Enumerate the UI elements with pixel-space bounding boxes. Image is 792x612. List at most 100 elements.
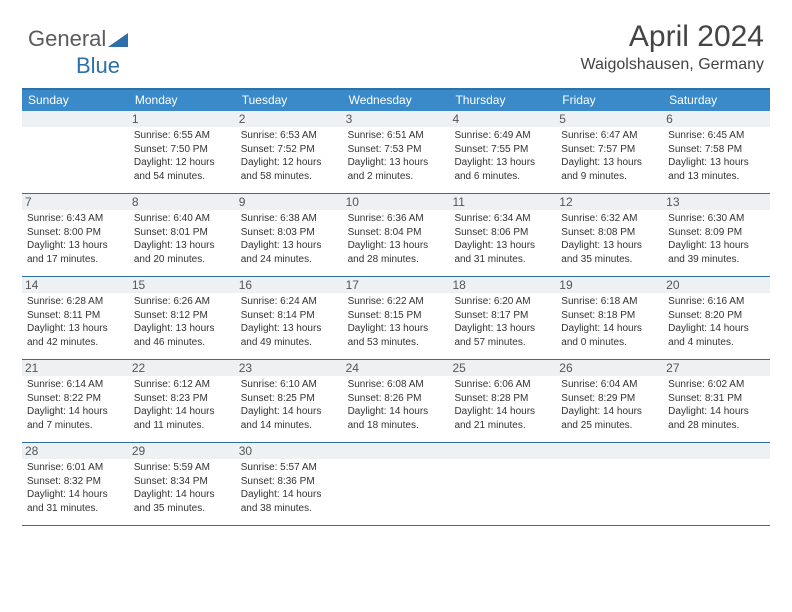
sunrise-text: Sunrise: 6:10 AM: [241, 378, 338, 392]
daylight-text: Daylight: 14 hours and 11 minutes.: [134, 405, 231, 432]
daylight-text: Daylight: 13 hours and 24 minutes.: [241, 239, 338, 266]
day-number: 21: [22, 360, 129, 376]
daylight-text: Daylight: 13 hours and 2 minutes.: [348, 156, 445, 183]
sunset-text: Sunset: 8:09 PM: [668, 226, 765, 240]
sunset-text: Sunset: 8:26 PM: [348, 392, 445, 406]
calendar-table: Sunday Monday Tuesday Wednesday Thursday…: [22, 88, 770, 526]
weekday-saturday: Saturday: [663, 90, 770, 111]
weekday-thursday: Thursday: [449, 90, 556, 111]
day-number: 23: [236, 360, 343, 376]
day-number: 12: [556, 194, 663, 210]
daylight-text: Daylight: 14 hours and 21 minutes.: [454, 405, 551, 432]
daylight-text: Daylight: 14 hours and 4 minutes.: [668, 322, 765, 349]
sunset-text: Sunset: 8:08 PM: [561, 226, 658, 240]
day-cell: .: [449, 443, 556, 525]
day-cell: 10Sunrise: 6:36 AMSunset: 8:04 PMDayligh…: [343, 194, 450, 276]
logo-text-blue: Blue: [76, 53, 120, 78]
sunset-text: Sunset: 8:36 PM: [241, 475, 338, 489]
sunset-text: Sunset: 8:15 PM: [348, 309, 445, 323]
day-number: 2: [236, 111, 343, 127]
day-number: 1: [129, 111, 236, 127]
day-number: 28: [22, 443, 129, 459]
daylight-text: Daylight: 14 hours and 18 minutes.: [348, 405, 445, 432]
day-cell: 18Sunrise: 6:20 AMSunset: 8:17 PMDayligh…: [449, 277, 556, 359]
day-cell: 23Sunrise: 6:10 AMSunset: 8:25 PMDayligh…: [236, 360, 343, 442]
sunrise-text: Sunrise: 6:49 AM: [454, 129, 551, 143]
location-label: Waigolshausen, Germany: [581, 56, 765, 74]
weekday-tuesday: Tuesday: [236, 90, 343, 111]
sunrise-text: Sunrise: 6:04 AM: [561, 378, 658, 392]
sunrise-text: Sunrise: 6:16 AM: [668, 295, 765, 309]
week-row: 21Sunrise: 6:14 AMSunset: 8:22 PMDayligh…: [22, 360, 770, 443]
sunrise-text: Sunrise: 6:38 AM: [241, 212, 338, 226]
day-cell: .: [22, 111, 129, 193]
day-number: 25: [449, 360, 556, 376]
sunrise-text: Sunrise: 6:43 AM: [27, 212, 124, 226]
day-cell: 30Sunrise: 5:57 AMSunset: 8:36 PMDayligh…: [236, 443, 343, 525]
sunset-text: Sunset: 8:22 PM: [27, 392, 124, 406]
day-number: 3: [343, 111, 450, 127]
week-row: 14 Sunrise: 6:28 AMSunset: 8:11 PM Dayligh…: [22, 277, 770, 360]
sunset-text: Sunset: 7:58 PM: [668, 143, 765, 157]
daylight-text: Daylight: 14 hours and 25 minutes.: [561, 405, 658, 432]
day-cell: 29Sunrise: 5:59 AMSunset: 8:34 PMDayligh…: [129, 443, 236, 525]
sunset-text: Sunset: 8:12 PM: [134, 309, 231, 323]
day-number: 10: [343, 194, 450, 210]
day-cell: 1Sunrise: 6:55 AMSunset: 7:50 PMDaylight…: [129, 111, 236, 193]
sunrise-text: Sunrise: 6:36 AM: [348, 212, 445, 226]
day-cell: 5Sunrise: 6:47 AMSunset: 7:57 PMDaylight…: [556, 111, 663, 193]
day-cell: .: [556, 443, 663, 525]
sunset-text: Sunset: 8:31 PM: [668, 392, 765, 406]
sunset-text: Sunset: 8:11 PM: [27, 309, 124, 323]
sunset-text: Sunset: 8:29 PM: [561, 392, 658, 406]
sunset-text: Sunset: 8:28 PM: [454, 392, 551, 406]
sunset-text: Sunset: 7:53 PM: [348, 143, 445, 157]
sunset-text: Sunset: 7:55 PM: [454, 143, 551, 157]
daylight-text: Daylight: 14 hours and 7 minutes.: [27, 405, 124, 432]
sunrise-text: Sunrise: 6:28 AM: [27, 295, 124, 309]
weekday-sunday: Sunday: [22, 90, 129, 111]
sunset-text: Sunset: 8:00 PM: [27, 226, 124, 240]
sunrise-text: Sunrise: 6:22 AM: [348, 295, 445, 309]
day-cell: 7Sunrise: 6:43 AMSunset: 8:00 PMDaylight…: [22, 194, 129, 276]
sunset-text: Sunset: 8:18 PM: [561, 309, 658, 323]
day-number: 15: [129, 277, 236, 293]
sunset-text: Sunset: 8:32 PM: [27, 475, 124, 489]
day-cell: 4Sunrise: 6:49 AMSunset: 7:55 PMDaylight…: [449, 111, 556, 193]
day-cell: 19Sunrise: 6:18 AMSunset: 8:18 PMDayligh…: [556, 277, 663, 359]
day-number: 14: [22, 277, 129, 293]
day-cell: 26Sunrise: 6:04 AMSunset: 8:29 PMDayligh…: [556, 360, 663, 442]
sunrise-text: Sunrise: 6:40 AM: [134, 212, 231, 226]
weekday-wednesday: Wednesday: [343, 90, 450, 111]
day-number: 13: [663, 194, 770, 210]
sunrise-text: Sunrise: 6:47 AM: [561, 129, 658, 143]
sunrise-text: Sunrise: 6:51 AM: [348, 129, 445, 143]
daylight-text: Daylight: 13 hours and 9 minutes.: [561, 156, 658, 183]
sunrise-text: Sunrise: 6:30 AM: [668, 212, 765, 226]
day-number: .: [556, 443, 663, 459]
week-row: .1Sunrise: 6:55 AMSunset: 7:50 PMDayligh…: [22, 111, 770, 194]
day-number: 22: [129, 360, 236, 376]
title-block: April 2024 Waigolshausen, Germany: [581, 20, 765, 74]
month-title: April 2024: [581, 20, 765, 54]
day-cell: 8Sunrise: 6:40 AMSunset: 8:01 PMDaylight…: [129, 194, 236, 276]
sunset-text: Sunset: 8:01 PM: [134, 226, 231, 240]
day-number: 18: [449, 277, 556, 293]
day-number: 7: [22, 194, 129, 210]
day-number: 29: [129, 443, 236, 459]
sunset-text: Sunset: 8:04 PM: [348, 226, 445, 240]
day-cell: 25Sunrise: 6:06 AMSunset: 8:28 PMDayligh…: [449, 360, 556, 442]
sunrise-text: Sunrise: 6:34 AM: [454, 212, 551, 226]
sunset-text: Sunset: 8:34 PM: [134, 475, 231, 489]
day-cell: 2Sunrise: 6:53 AMSunset: 7:52 PMDaylight…: [236, 111, 343, 193]
daylight-text: Daylight: 14 hours and 38 minutes.: [241, 488, 338, 515]
sunrise-text: Sunrise: 6:01 AM: [27, 461, 124, 475]
daylight-text: Daylight: 13 hours and 6 minutes.: [454, 156, 551, 183]
day-cell: 15Sunrise: 6:26 AMSunset: 8:12 PMDayligh…: [129, 277, 236, 359]
daylight-text: Daylight: 14 hours and 28 minutes.: [668, 405, 765, 432]
sunset-text: Sunset: 7:50 PM: [134, 143, 231, 157]
daylight-text: Daylight: 13 hours and 49 minutes.: [241, 322, 338, 349]
daylight-text: Daylight: 12 hours and 54 minutes.: [134, 156, 231, 183]
sunrise-text: Sunrise: 6:26 AM: [134, 295, 231, 309]
daylight-text: Daylight: 14 hours and 0 minutes.: [561, 322, 658, 349]
